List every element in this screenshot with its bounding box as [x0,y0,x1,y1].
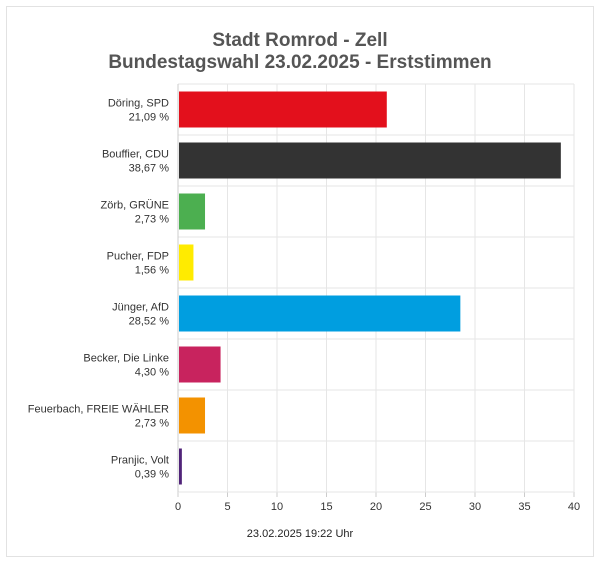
bar [179,397,206,434]
x-tick-label: 10 [271,501,283,513]
value-label: 0,39 % [135,469,169,481]
value-label: 4,30 % [135,367,169,379]
bar [179,142,561,179]
bar [179,295,461,332]
bar [179,346,221,383]
bar [179,193,206,230]
x-tick-label: 25 [419,501,431,513]
x-tick-label: 15 [320,501,332,513]
x-tick-label: 35 [518,501,530,513]
chart-subtitle: Bundestagswahl 23.02.2025 - Erststimmen [108,52,492,73]
chart-timestamp: 23.02.2025 19:22 Uhr [246,528,354,540]
category-label: Zörb, GRÜNE [101,200,169,212]
value-label: 2,73 % [135,214,169,226]
x-tick-label: 5 [224,501,230,513]
x-tick-label: 0 [175,501,181,513]
value-label: 38,67 % [129,163,170,175]
category-label: Bouffier, CDU [102,149,169,161]
category-label: Döring, SPD [108,98,169,110]
category-label: Jünger, AfD [112,302,169,314]
value-label: 21,09 % [129,112,170,124]
x-tick-label: 40 [568,501,580,513]
bar [179,244,194,281]
category-label: Feuerbach, FREIE WÄHLER [28,404,169,416]
category-label: Pucher, FDP [107,251,169,263]
x-tick-label: 30 [469,501,481,513]
bar [179,91,387,128]
value-label: 1,56 % [135,265,169,277]
category-label: Becker, Die Linke [83,353,169,365]
value-label: 28,52 % [129,316,170,328]
chart-title: Stadt Romrod - Zell [212,30,388,51]
x-tick-label: 20 [370,501,382,513]
category-label: Pranjic, Volt [111,455,169,467]
bar [179,448,182,485]
value-label: 2,73 % [135,418,169,430]
